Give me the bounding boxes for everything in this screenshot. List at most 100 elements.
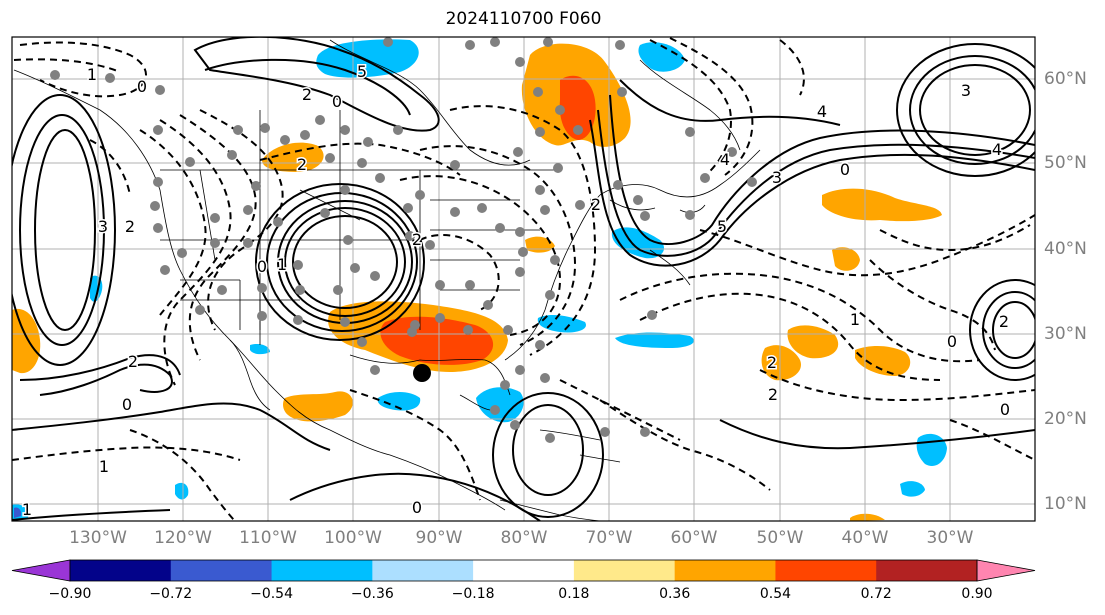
- lon-label: 130°W: [69, 528, 127, 548]
- colorbar-tick-label: 0.72: [860, 586, 892, 602]
- lat-label: 50°N: [1044, 153, 1087, 173]
- dashed-contours: [12, 37, 1035, 521]
- contour-label: 1: [99, 457, 109, 476]
- storm-center-marker: [413, 364, 431, 382]
- contour-label: 1: [277, 255, 287, 274]
- colorbar-segment: [473, 560, 575, 581]
- colorbar-tick-label: 0.54: [759, 586, 792, 602]
- contour-label: 0: [412, 498, 422, 517]
- fill-region-orange: [12, 308, 41, 374]
- lon-label: 60°W: [670, 528, 718, 548]
- contour-label: 2: [768, 385, 778, 404]
- colorbar-extend-min: [11, 559, 71, 582]
- fill-region-cyan: [638, 42, 685, 72]
- contour-label: 0: [840, 160, 850, 179]
- contour-label: 0: [257, 257, 267, 276]
- lat-label: 20°N: [1044, 409, 1087, 429]
- fill-region-cyan: [377, 392, 421, 411]
- contour-label: 2: [297, 155, 307, 174]
- lon-label: 50°W: [756, 528, 804, 548]
- lon-label: 40°W: [841, 528, 889, 548]
- lon-label: 30°W: [926, 528, 974, 548]
- lon-label: 70°W: [585, 528, 633, 548]
- contour-label: 2: [412, 230, 422, 249]
- colorbar-extend-max: [976, 559, 1036, 582]
- fill-region-orange: [525, 236, 555, 253]
- colorbar-tick-label: 0.90: [961, 586, 993, 602]
- colorbar-tick-label: −0.54: [250, 586, 293, 602]
- fill-region-orange: [855, 346, 911, 376]
- fill-region-orange: [822, 188, 942, 222]
- fill-region-cyan: [476, 387, 524, 423]
- filled-anomaly-regions: [12, 39, 947, 521]
- map-title: 2024110700 F060: [445, 9, 602, 29]
- contour-label: 2: [128, 352, 138, 371]
- fill-region-cyan: [615, 332, 694, 348]
- colorbar-segment: [170, 560, 273, 581]
- fill-region-orange: [850, 513, 885, 521]
- colorbar-tick-label: −0.72: [149, 586, 193, 602]
- fill-region-red: [559, 75, 596, 140]
- contour-label: 2: [125, 217, 135, 236]
- contour-label: 2: [999, 312, 1009, 331]
- gridlines: [12, 37, 1035, 521]
- colorbar-segment: [573, 560, 676, 581]
- colorbar-tick-label: 0.36: [659, 586, 691, 602]
- fill-region-cyan: [250, 343, 270, 355]
- fill-region-cyan: [900, 481, 925, 497]
- colorbar-tick-label: −0.90: [48, 586, 92, 602]
- solid-contours: [12, 37, 1035, 521]
- colorbar: [11, 559, 1036, 582]
- contour-label: 2: [767, 353, 777, 372]
- contour-label: 4: [992, 140, 1002, 159]
- lat-label: 40°N: [1044, 239, 1087, 259]
- colorbar-segment: [674, 560, 776, 581]
- lon-label: 100°W: [324, 528, 382, 548]
- contour-label: 0: [947, 332, 957, 351]
- contour-label: 3: [772, 168, 782, 187]
- contour-label: 5: [717, 217, 727, 236]
- fill-region-orange: [283, 391, 353, 422]
- contour-label: 4: [817, 102, 827, 121]
- fill-region-cyan: [916, 433, 947, 467]
- colorbar-segment: [876, 560, 978, 581]
- contour-label: 0: [1000, 400, 1010, 419]
- map-plot-area: [12, 37, 1035, 521]
- colorbar-segment: [271, 560, 373, 581]
- contour-label: 4: [720, 150, 730, 169]
- fill-region-orange: [761, 345, 801, 381]
- contour-label: 3: [98, 217, 108, 236]
- lat-label: 30°N: [1044, 324, 1087, 344]
- contour-label: 0: [137, 77, 147, 96]
- lon-label: 110°W: [239, 528, 297, 548]
- colorbar-segment: [775, 560, 877, 581]
- station-dots: [50, 37, 757, 443]
- colorbar-segment: [70, 560, 172, 581]
- contour-label: 1: [22, 500, 32, 519]
- colorbar-outline: [69, 559, 978, 582]
- contour-label: 3: [961, 81, 971, 100]
- colorbar-tick-label: 0.18: [558, 586, 590, 602]
- fill-region-orange: [832, 247, 860, 271]
- contour-label: 1: [87, 65, 97, 84]
- contour-label: 5: [357, 62, 367, 81]
- lat-label: 10°N: [1044, 494, 1087, 514]
- contour-label: 0: [122, 395, 132, 414]
- colorbar-segment: [372, 560, 474, 581]
- contour-label: 0: [332, 92, 342, 111]
- contour-label: 1: [850, 310, 860, 329]
- fill-region-orange: [262, 142, 324, 172]
- coastlines: [13, 39, 761, 521]
- contour-label: 2: [302, 85, 312, 104]
- map-frame: [11, 36, 1036, 522]
- colorbar-tick-label: −0.36: [350, 586, 394, 602]
- fill-region-cyan: [316, 39, 419, 78]
- lon-label: 120°W: [154, 528, 212, 548]
- lat-label: 60°N: [1044, 69, 1087, 89]
- fill-region-cyan: [175, 482, 189, 500]
- colorbar-tick-label: −0.18: [451, 586, 495, 602]
- contour-label: 2: [591, 195, 601, 214]
- lon-label: 80°W: [500, 528, 548, 548]
